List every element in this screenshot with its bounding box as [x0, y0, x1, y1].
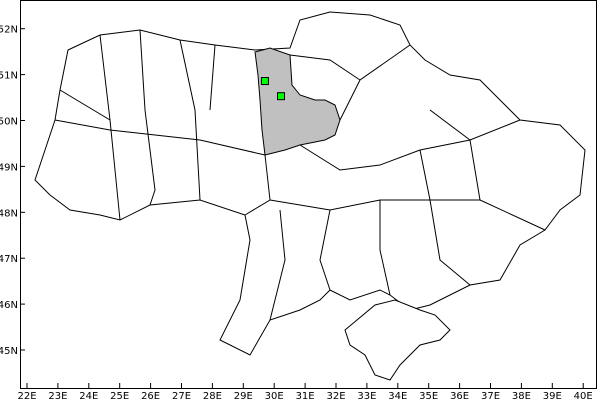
lon-tick-label: 35E	[419, 391, 438, 400]
lon-tick-label: 24E	[79, 391, 98, 400]
region-border	[269, 209, 286, 321]
country-outline	[34, 11, 586, 356]
location-marker	[260, 77, 269, 86]
lat-tick-label: 49N	[0, 162, 18, 173]
region-border	[429, 109, 546, 231]
lat-tick-label: 46N	[0, 300, 18, 311]
region-border	[179, 39, 201, 201]
lon-tick-label: 37E	[481, 391, 500, 400]
region-border	[319, 209, 331, 291]
crimea-region	[344, 299, 451, 381]
lat-tick-label: 48N	[0, 208, 18, 219]
region-border	[379, 200, 391, 296]
lat-tick-label: 50N	[0, 117, 18, 128]
lon-tick-label: 23E	[48, 391, 67, 400]
lon-tick-label: 32E	[326, 391, 345, 400]
regions-layer	[34, 11, 586, 381]
lon-tick-label: 39E	[543, 391, 562, 400]
region-border	[289, 54, 361, 81]
lat-tick-label: 51N	[0, 71, 18, 82]
lon-tick-label: 27E	[172, 391, 191, 400]
region-border	[59, 89, 111, 121]
region-border	[429, 199, 471, 286]
map-frame	[20, 0, 597, 389]
lon-tick-label: 33E	[357, 391, 376, 400]
lon-tick-label: 36E	[450, 391, 469, 400]
lon-tick-label: 28E	[203, 391, 222, 400]
lon-tick-label: 38E	[512, 391, 531, 400]
region-border	[139, 29, 156, 206]
lon-tick-label: 31E	[296, 391, 315, 400]
region-border	[269, 199, 430, 211]
markers-layer	[260, 77, 285, 101]
location-marker	[276, 92, 285, 101]
lon-tick-label: 22E	[17, 391, 36, 400]
lon-tick-label: 34E	[388, 391, 407, 400]
lat-tick-label: 52N	[0, 25, 18, 36]
lon-tick-label: 25E	[110, 391, 129, 400]
lat-tick-label: 47N	[0, 254, 18, 265]
region-border	[54, 119, 266, 156]
lon-tick-label: 29E	[234, 391, 253, 400]
kyiv-oblast-highlight	[254, 47, 341, 156]
lon-tick-label: 30E	[265, 391, 284, 400]
lat-tick-label: 45N	[0, 346, 18, 357]
lon-tick-label: 40E	[574, 391, 593, 400]
region-border	[209, 44, 216, 111]
region-border	[299, 119, 521, 171]
lon-tick-label: 26E	[141, 391, 160, 400]
